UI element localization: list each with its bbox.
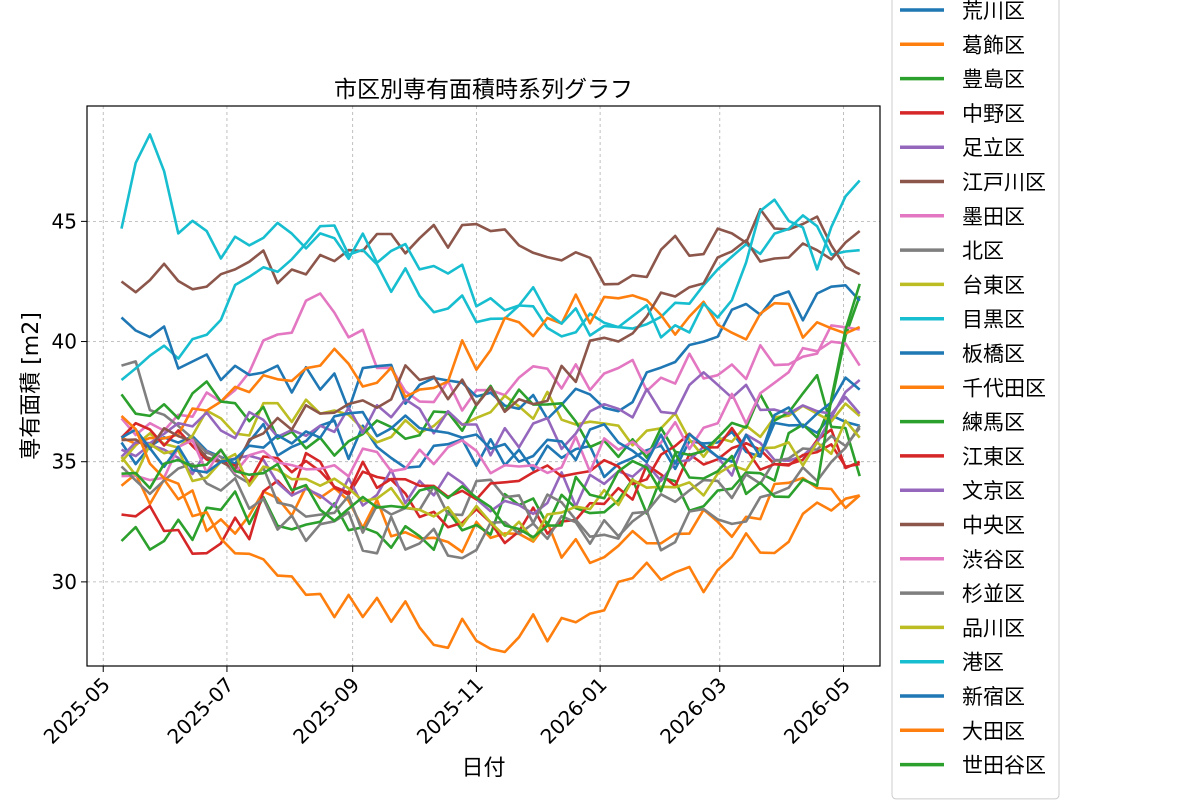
legend-label: 新宿区 — [962, 685, 1025, 709]
legend-label: 荒川区 — [962, 0, 1025, 23]
legend-label: 品川区 — [962, 616, 1025, 640]
series-line-2 — [120, 472, 861, 565]
y-axis: 30 35 40 45 — [52, 209, 87, 594]
series-line-3 — [120, 295, 861, 552]
legend-label: 渋谷区 — [962, 548, 1025, 572]
legend-label: 目黒区 — [962, 308, 1025, 332]
legend-label: 台東区 — [962, 273, 1025, 297]
legend-label: 中央区 — [962, 514, 1025, 538]
chart-title: 市区別専有面積時系列グラフ — [334, 77, 633, 103]
legend-label: 足立区 — [962, 136, 1025, 160]
legend-label: 北区 — [962, 239, 1004, 263]
y-axis-title: 専有面積 [m2] — [19, 312, 44, 460]
y-tick-label: 30 — [52, 570, 77, 594]
series-line-5 — [120, 379, 861, 516]
legend: 荒川区葛飾区豊島区中野区足立区江戸川区墨田区北区台東区目黒区板橋区千代田区練馬区… — [891, 0, 1060, 800]
series-line-20 — [120, 133, 861, 339]
series-line-23 — [121, 283, 861, 539]
legend-label: 江戸川区 — [962, 171, 1046, 195]
legend-label: 港区 — [962, 651, 1004, 675]
legend-label: 江東区 — [962, 445, 1025, 469]
legend-label: 大田区 — [962, 719, 1025, 743]
plot-area — [86, 105, 881, 667]
legend-box — [891, 0, 1060, 800]
legend-label: 墨田区 — [962, 205, 1025, 229]
series-line-15 — [120, 370, 861, 458]
series-line-7 — [120, 292, 860, 437]
y-tick-label: 35 — [52, 450, 77, 474]
x-axis-title: 日付 — [461, 756, 505, 781]
series-line-22 — [120, 415, 860, 654]
legend-label: 板橋区 — [962, 342, 1025, 366]
legend-label: 豊島区 — [962, 68, 1025, 92]
series-line-13 — [120, 373, 861, 477]
series-line-8 — [121, 360, 861, 540]
series-line-12 — [120, 293, 861, 446]
legend-label: 練馬区 — [962, 411, 1025, 435]
plot-frame — [86, 105, 881, 667]
legend-label: 世田谷区 — [962, 754, 1046, 778]
legend-label: 文京区 — [962, 479, 1025, 503]
legend-label: 中野区 — [962, 102, 1025, 126]
y-tick-label: 45 — [52, 209, 77, 233]
y-tick-label: 40 — [52, 330, 77, 354]
series-line-11 — [120, 283, 861, 421]
series-lines — [120, 133, 861, 654]
legend-label: 千代田区 — [962, 376, 1046, 400]
legend-label: 葛飾区 — [962, 33, 1025, 57]
series-line-10 — [120, 214, 860, 382]
series-line-17 — [121, 340, 861, 482]
series-line-21 — [120, 376, 861, 474]
legend-items: 荒川区葛飾区豊島区中野区足立区江戸川区墨田区北区台東区目黒区板橋区千代田区練馬区… — [900, 0, 1046, 778]
series-line-6 — [120, 207, 861, 294]
legend-label: 杉並区 — [962, 582, 1025, 606]
